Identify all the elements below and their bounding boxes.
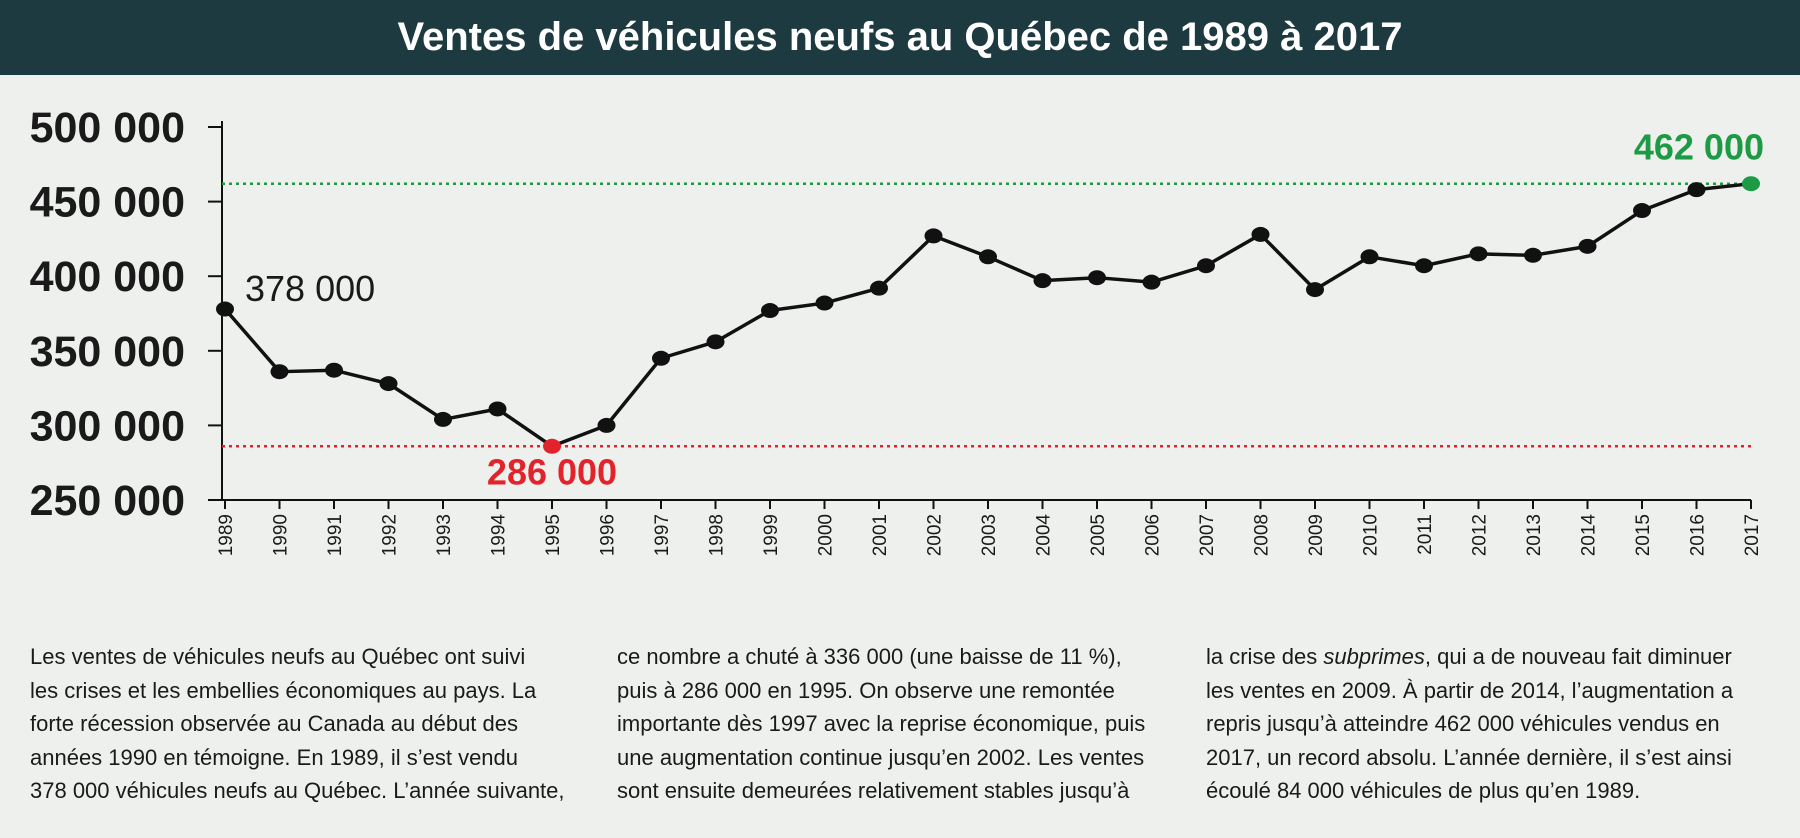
data-point <box>1578 238 1597 254</box>
description-text: Les ventes de véhicules neufs au Québec … <box>0 640 1800 830</box>
x-tick-label: 2015 <box>1633 514 1654 556</box>
y-tick-label: 400 000 <box>30 253 185 301</box>
data-point <box>979 249 997 265</box>
x-tick-label: 2005 <box>1088 514 1109 556</box>
series <box>216 176 1760 454</box>
data-point <box>870 280 888 296</box>
data-point <box>1197 258 1215 274</box>
x-tick-label: 1989 <box>216 514 237 556</box>
text-column-2: ce nombre a chuté à 336 000 (une baisse … <box>617 644 1146 803</box>
data-point <box>1415 258 1433 274</box>
x-tick-label: 1991 <box>325 514 346 556</box>
x-tick-label: 2013 <box>1524 514 1545 556</box>
axes: 250 000 300 000 350 000 400 000 450 000 500 0… <box>30 104 1763 556</box>
x-tick-label: 2016 <box>1688 514 1709 556</box>
first-value-label: 378 000 <box>245 268 375 309</box>
x-tick-label: 2002 <box>925 514 946 556</box>
text-column-3: la crise des subprimes, qui a de nouveau… <box>1206 640 1776 808</box>
data-point <box>1306 282 1324 298</box>
data-point <box>761 303 779 319</box>
data-point <box>216 301 234 317</box>
y-tick-label: 250 000 <box>30 477 185 525</box>
data-point <box>1524 247 1542 263</box>
x-tick-label: 2011 <box>1415 514 1436 555</box>
chart-title: Ventes de véhicules neufs au Québec de 1… <box>0 0 1800 75</box>
x-tick-label: 1992 <box>380 514 401 556</box>
data-point <box>815 295 834 311</box>
x-tick-label: 2003 <box>979 514 1000 556</box>
data-point <box>1633 203 1651 219</box>
y-tick-label: 500 000 <box>30 104 185 152</box>
y-tick-label: 350 000 <box>30 328 185 376</box>
series-line <box>223 181 1752 449</box>
data-point <box>434 411 452 427</box>
text-column-3-italic: subprimes <box>1323 644 1425 669</box>
data-point <box>325 362 343 378</box>
x-tick-label: 1999 <box>761 514 782 556</box>
x-tick-label: 1998 <box>707 514 728 556</box>
x-tick-label: 1995 <box>543 514 564 556</box>
data-point <box>1142 274 1161 290</box>
data-point <box>488 401 507 417</box>
max-data-point <box>1742 176 1760 192</box>
x-tick-label: 2006 <box>1143 514 1164 556</box>
min-value-label: 286 000 <box>487 451 617 492</box>
x-tick-label: 2001 <box>870 514 891 556</box>
data-point <box>652 350 670 366</box>
x-tick-label: 2010 <box>1361 514 1382 556</box>
data-point <box>1251 226 1270 242</box>
text-column-1: Les ventes de véhicules neufs au Québec … <box>30 644 565 803</box>
max-value-label: 462 000 <box>1634 127 1764 168</box>
data-point <box>1360 249 1379 265</box>
x-tick-label: 1997 <box>652 514 673 556</box>
x-tick-label: 2014 <box>1579 514 1600 557</box>
x-tick-label: 2012 <box>1470 514 1491 556</box>
x-tick-label: 2007 <box>1197 514 1218 556</box>
x-tick-label: 1994 <box>489 514 510 557</box>
data-point <box>1687 182 1706 198</box>
data-point <box>270 364 289 380</box>
data-point <box>1088 270 1106 286</box>
x-tick-label: 1990 <box>271 514 292 556</box>
x-tick-label: 1993 <box>434 514 455 556</box>
annotations: 378 000 286 000 462 000 <box>245 127 1764 493</box>
min-data-point <box>543 438 561 454</box>
text-column-3-start: la crise des <box>1206 644 1324 669</box>
reference-lines <box>222 182 1751 448</box>
data-point <box>1033 273 1052 289</box>
x-tick-label: 2008 <box>1252 514 1273 556</box>
x-tick-label: 2000 <box>816 514 837 556</box>
line-chart: 250 000 300 000 350 000 400 000 450 000 500 0… <box>30 104 1764 556</box>
text-column-3-end: , qui a de nouveau fait diminuer les ven… <box>1206 644 1734 803</box>
data-point <box>379 376 398 392</box>
data-point <box>706 334 725 350</box>
data-point <box>924 228 943 244</box>
x-tick-label: 1996 <box>598 514 619 556</box>
y-tick-label: 450 000 <box>30 179 185 227</box>
x-tick-label: 2017 <box>1742 514 1763 556</box>
data-point <box>597 417 616 433</box>
data-point <box>1469 246 1488 262</box>
x-tick-label: 2009 <box>1306 514 1327 556</box>
y-tick-label: 300 000 <box>30 402 185 450</box>
x-tick-label: 2004 <box>1034 514 1055 557</box>
